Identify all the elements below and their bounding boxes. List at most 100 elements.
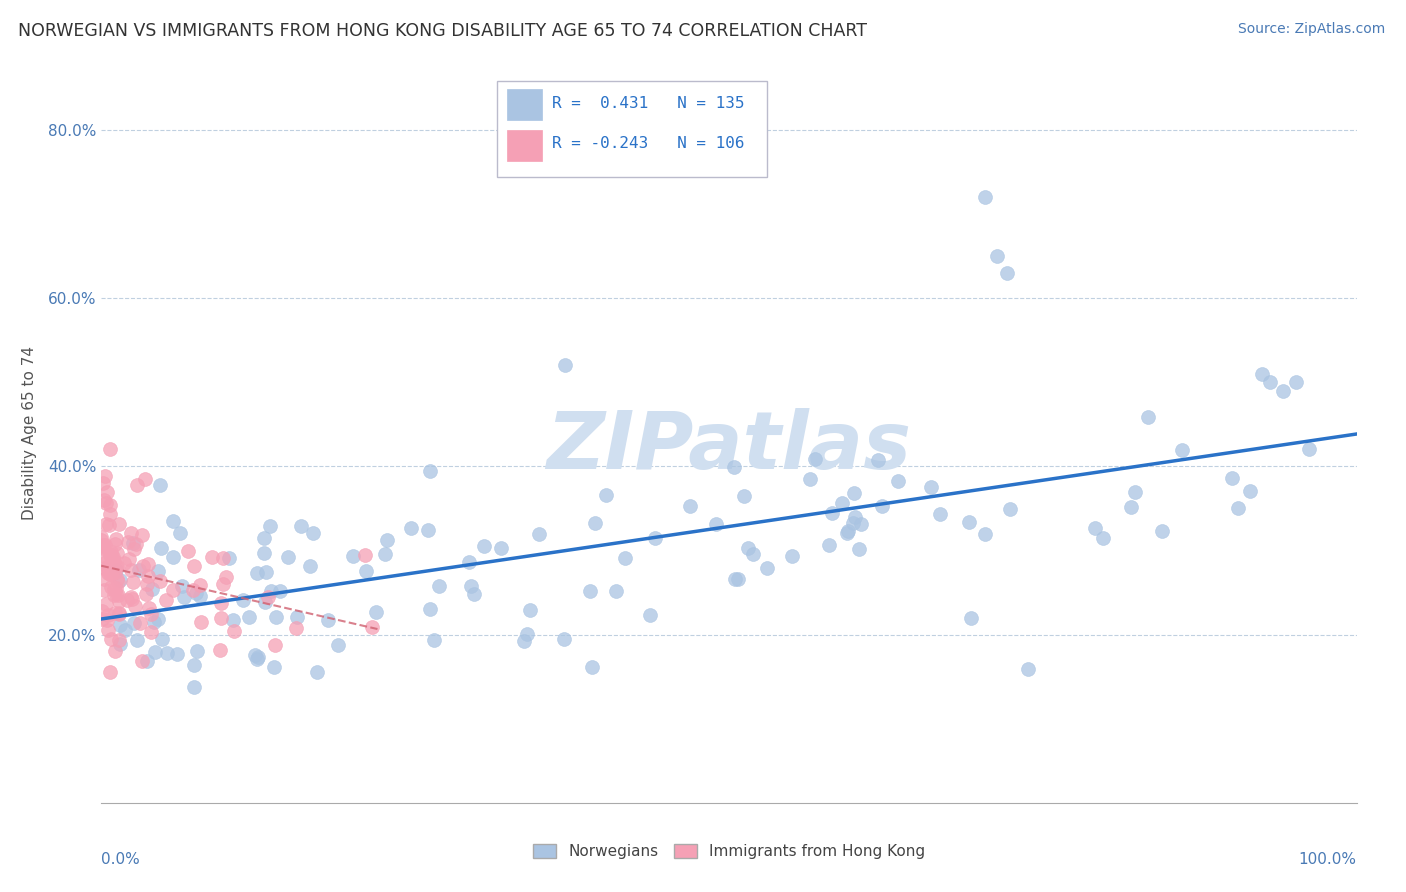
- Point: [679, 499, 702, 513]
- Point: [183, 680, 205, 694]
- Point: [254, 595, 277, 609]
- FancyBboxPatch shape: [496, 81, 766, 178]
- Point: [150, 632, 173, 646]
- Text: 0.0%: 0.0%: [101, 852, 141, 867]
- Point: [375, 533, 398, 548]
- FancyBboxPatch shape: [506, 89, 541, 120]
- Point: [246, 650, 269, 665]
- Point: [427, 579, 450, 593]
- Point: [190, 615, 212, 629]
- Point: [986, 249, 1008, 263]
- Point: [342, 549, 364, 564]
- Point: [307, 665, 329, 679]
- Point: [316, 613, 339, 627]
- Point: [959, 611, 981, 625]
- Point: [264, 610, 287, 624]
- Point: [108, 607, 131, 622]
- Point: [817, 538, 839, 552]
- Point: [100, 545, 122, 559]
- Point: [141, 582, 163, 596]
- Point: [96, 560, 118, 574]
- Point: [184, 585, 207, 599]
- Point: [256, 590, 278, 604]
- Point: [263, 660, 285, 674]
- Point: [136, 558, 159, 572]
- Point: [1092, 532, 1115, 546]
- Point: [114, 623, 136, 637]
- Point: [870, 499, 893, 513]
- Point: [172, 579, 194, 593]
- Point: [183, 558, 205, 573]
- Point: [97, 624, 120, 638]
- Point: [1250, 367, 1272, 381]
- Point: [527, 526, 550, 541]
- Point: [173, 590, 195, 604]
- Point: [103, 588, 125, 602]
- Point: [243, 648, 266, 663]
- Point: [91, 476, 114, 491]
- Point: [155, 646, 177, 660]
- Point: [851, 517, 873, 532]
- Point: [108, 637, 131, 651]
- Point: [419, 602, 441, 616]
- Point: [142, 615, 165, 630]
- Point: [150, 541, 173, 555]
- Point: [136, 568, 159, 582]
- Text: R =  0.431   N = 135: R = 0.431 N = 135: [553, 95, 745, 111]
- Point: [103, 554, 125, 568]
- Point: [149, 478, 172, 492]
- Point: [887, 474, 910, 488]
- Point: [284, 621, 307, 635]
- Point: [90, 539, 112, 553]
- Point: [104, 644, 127, 658]
- Point: [727, 573, 749, 587]
- Point: [112, 556, 135, 570]
- Point: [108, 606, 131, 620]
- Point: [103, 562, 125, 576]
- Point: [1226, 500, 1249, 515]
- Point: [136, 654, 159, 668]
- Point: [277, 550, 299, 565]
- Point: [638, 608, 661, 623]
- Point: [1123, 485, 1146, 500]
- Point: [107, 588, 129, 602]
- Point: [974, 190, 997, 204]
- Point: [928, 507, 950, 521]
- Point: [103, 582, 125, 597]
- Point: [595, 488, 617, 502]
- Point: [118, 551, 141, 566]
- Point: [1150, 524, 1173, 539]
- Point: [221, 613, 243, 627]
- Point: [166, 647, 188, 661]
- Point: [238, 610, 260, 624]
- Point: [844, 509, 866, 524]
- Point: [209, 596, 232, 610]
- Point: [183, 657, 205, 672]
- Point: [97, 608, 120, 623]
- Point: [124, 599, 146, 614]
- Point: [104, 606, 127, 620]
- Point: [131, 654, 153, 668]
- Point: [201, 549, 224, 564]
- Point: [209, 611, 232, 625]
- Point: [93, 493, 115, 508]
- Point: [799, 472, 821, 486]
- Point: [105, 533, 128, 547]
- Text: ZIPatlas: ZIPatlas: [547, 409, 911, 486]
- Point: [107, 594, 129, 608]
- Point: [1121, 500, 1143, 514]
- Point: [93, 549, 115, 564]
- Point: [96, 496, 118, 510]
- Point: [463, 587, 485, 601]
- Point: [104, 537, 127, 551]
- Point: [460, 579, 482, 593]
- Point: [97, 566, 120, 580]
- Point: [177, 544, 200, 558]
- Point: [1171, 443, 1194, 458]
- Point: [724, 572, 747, 586]
- Point: [98, 442, 121, 457]
- Point: [513, 633, 536, 648]
- Point: [96, 555, 118, 569]
- Point: [93, 572, 115, 586]
- Legend: Norwegians, Immigrants from Hong Kong: Norwegians, Immigrants from Hong Kong: [527, 838, 931, 865]
